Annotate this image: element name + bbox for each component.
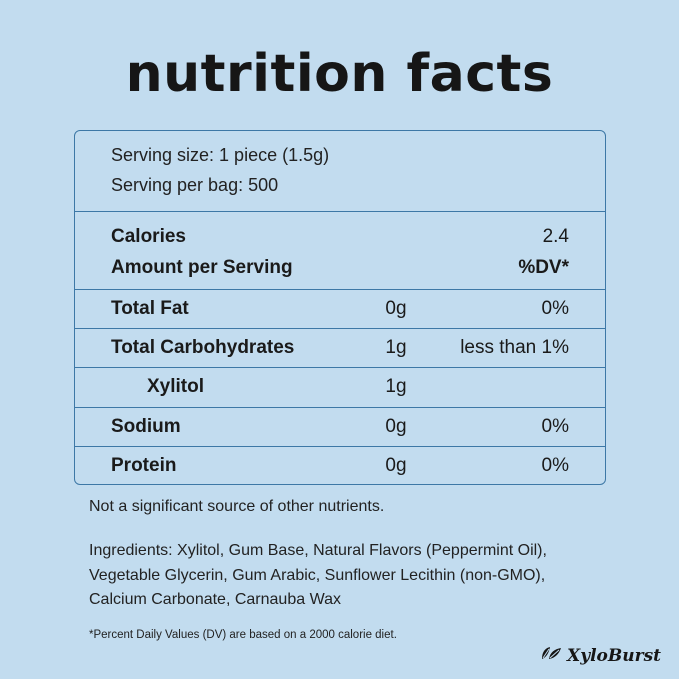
nutrient-name: Xylitol (147, 376, 205, 397)
amount-per-serving-label: Amount per Serving (111, 257, 293, 278)
servings-per-bag: Serving per bag: 500 (111, 175, 279, 195)
ingredients-line-1: Ingredients: Xylitol, Gum Base, Natural … (89, 542, 547, 559)
nutrient-dv: less than 1% (460, 337, 569, 358)
nutrient-name: Protein (111, 455, 177, 476)
dv-header: %DV* (518, 257, 569, 278)
nutrient-dv: 0% (541, 455, 569, 476)
nutrient-name: Total Fat (111, 298, 189, 319)
not-significant-note: Not a significant source of other nutrie… (89, 498, 385, 515)
leaf-icon (540, 645, 562, 666)
nutrient-amount: 1g (385, 337, 407, 358)
page-title: nutrition facts (125, 44, 554, 104)
nutrient-name: Total Carbohydrates (111, 337, 295, 358)
calories-section: Calories 2.4 Amount per Serving %DV* (75, 211, 605, 289)
serving-size: Serving size: 1 piece (1.5g) (111, 145, 330, 165)
brand-name: XyloBurst (567, 645, 661, 666)
nutrient-amount: 1g (385, 376, 407, 397)
footnote: *Percent Daily Values (DV) are based on … (89, 629, 397, 641)
table-row: Xylitol 1g (75, 367, 605, 407)
table-row: Total Carbohydrates 1g less than 1% (75, 328, 605, 367)
nutrient-amount: 0g (385, 416, 407, 437)
calories-label: Calories (111, 226, 186, 247)
brand-logo: XyloBurst (540, 645, 661, 666)
table-row: Total Fat 0g 0% (75, 289, 605, 328)
nutrient-dv: 0% (541, 298, 569, 319)
nutrient-name: Sodium (111, 416, 181, 437)
table-row: Protein 0g 0% (75, 446, 605, 484)
calories-value: 2.4 (542, 226, 569, 247)
nutrient-dv: 0% (541, 416, 569, 437)
ingredients-line-2: Vegetable Glycerin, Gum Arabic, Sunflowe… (89, 567, 546, 584)
nutrition-table: Serving size: 1 piece (1.5g) Serving per… (74, 130, 606, 485)
nutrient-amount: 0g (385, 298, 407, 319)
table-row: Sodium 0g 0% (75, 407, 605, 446)
ingredients-line-3: Calcium Carbonate, Carnauba Wax (89, 591, 341, 608)
nutrient-amount: 0g (385, 455, 407, 476)
